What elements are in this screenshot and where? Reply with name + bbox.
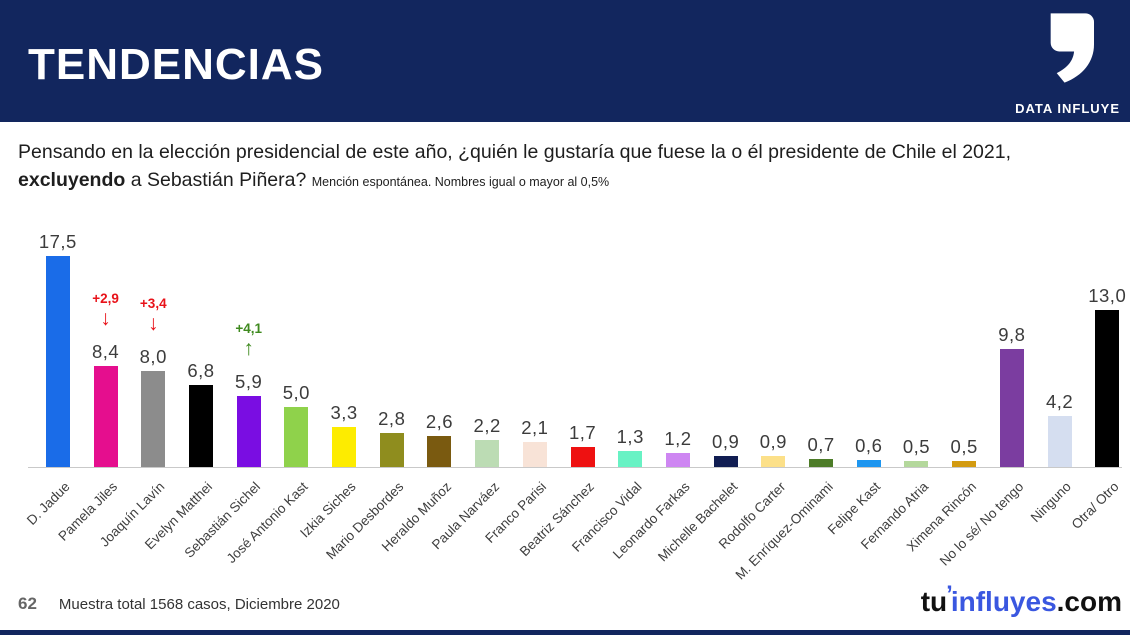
website-logo-com: .com xyxy=(1056,586,1122,617)
bar-chart: 17,5 D. Jadue 8,4 +2,9 ↓ Pamela Jiles 8,0 +3,4 ↓… xyxy=(0,215,1130,600)
change-annotation-value: +2,9 xyxy=(92,291,119,306)
sample-note: Muestra total 1568 casos, Diciembre 2020 xyxy=(58,596,340,613)
bar-value-label: 0,5 xyxy=(950,436,978,457)
bar xyxy=(188,385,213,467)
bar xyxy=(93,366,118,467)
page-number: 62 xyxy=(18,594,37,613)
bar xyxy=(904,461,929,467)
bar-value-label: 9,8 xyxy=(998,324,1026,345)
bar-value-label: 2,6 xyxy=(425,411,454,432)
bar-value-label: 0,5 xyxy=(902,436,931,457)
bar-value-label: 8,4 xyxy=(91,341,120,362)
website-logo-apostrophe: ’ xyxy=(946,581,953,608)
website-logo-influyes: influyes xyxy=(950,586,1057,617)
bar-value-label: 5,0 xyxy=(282,382,310,403)
bar-value-label: 1,2 xyxy=(664,428,692,449)
bar-value-label: 17,5 xyxy=(38,231,77,252)
question-note: Mención espontánea. Nombres igual o mayo… xyxy=(311,175,610,189)
bar xyxy=(1047,416,1072,467)
bar xyxy=(856,460,881,467)
bar xyxy=(45,256,70,467)
bar xyxy=(522,442,547,467)
bar xyxy=(1095,310,1120,467)
bar-value-label: 6,8 xyxy=(187,360,215,381)
bar-value-label: 0,7 xyxy=(807,434,835,455)
bar xyxy=(713,456,738,467)
bar-value-label: 2,1 xyxy=(521,417,549,438)
category-label: D. Jadue xyxy=(23,479,73,528)
bar xyxy=(665,453,690,467)
bar xyxy=(332,427,357,467)
bar-value-label: 4,2 xyxy=(1045,391,1074,412)
bar xyxy=(379,433,404,467)
footer: 62 Muestra total 1568 casos, Diciembre 2… xyxy=(18,594,340,614)
bar xyxy=(570,447,595,467)
change-annotation: +3,4 ↓ xyxy=(123,296,183,336)
question-bold: excluyendo xyxy=(18,169,126,191)
bar xyxy=(236,396,261,467)
bar-value-label: 0,9 xyxy=(712,431,740,452)
bottom-border xyxy=(0,630,1130,635)
arrow-up-icon: ↑ xyxy=(243,337,254,360)
bar-value-label: 0,6 xyxy=(855,435,883,456)
bar xyxy=(141,371,166,467)
website-logo-tu: tu xyxy=(920,586,948,617)
brand-name: DATA INFLUYE xyxy=(1015,101,1120,116)
x-axis-line xyxy=(28,467,1122,468)
question-text: Pensando en la elección presidencial de … xyxy=(18,138,1116,196)
change-annotation: +2,9 ↓ xyxy=(76,291,136,331)
category-label: M. Enríquez-Ominami xyxy=(732,479,836,583)
bar-value-label: 1,7 xyxy=(568,422,597,443)
bar-value-label: 1,3 xyxy=(616,426,644,447)
brand-logo: DATA INFLUYE xyxy=(1004,6,1124,120)
category-label: No lo sé/ No tengo xyxy=(936,479,1027,569)
question-part2: a Sebastián Piñera? xyxy=(125,169,312,191)
bar xyxy=(475,440,500,467)
category-label: Otra/ Otro xyxy=(1068,479,1122,533)
bar-value-label: 8,0 xyxy=(139,346,167,367)
bar-value-label: 13,0 xyxy=(1088,285,1127,306)
quote-mark-icon xyxy=(1050,13,1094,83)
change-annotation: +4,1 ↑ xyxy=(219,321,279,361)
arrow-down-icon: ↓ xyxy=(100,307,111,330)
bar xyxy=(618,451,643,467)
change-annotation-value: +3,4 xyxy=(139,296,167,311)
bar xyxy=(761,456,786,467)
bar-value-label: 0,9 xyxy=(759,431,787,452)
bar-value-label: 2,8 xyxy=(378,408,406,429)
bar-value-label: 3,3 xyxy=(330,402,358,423)
bar xyxy=(427,436,452,467)
change-annotation-value: +4,1 xyxy=(235,321,262,336)
bar xyxy=(952,461,977,467)
category-label: Ninguno xyxy=(1027,479,1075,526)
category-label: José Antonio Kast xyxy=(223,479,311,567)
page-title: TENDENCIAS xyxy=(28,40,325,89)
bar xyxy=(284,407,309,467)
question-part1: Pensando en la elección presidencial de … xyxy=(18,141,1012,163)
website-logo: tu’influyes.com xyxy=(920,581,1122,618)
arrow-down-icon: ↓ xyxy=(148,312,159,335)
header: TENDENCIAS DATA INFLUYE xyxy=(0,0,1130,122)
bar xyxy=(999,349,1024,467)
bar xyxy=(809,459,834,467)
bar-value-label: 5,9 xyxy=(235,371,263,392)
bar-value-label: 2,2 xyxy=(473,415,501,436)
